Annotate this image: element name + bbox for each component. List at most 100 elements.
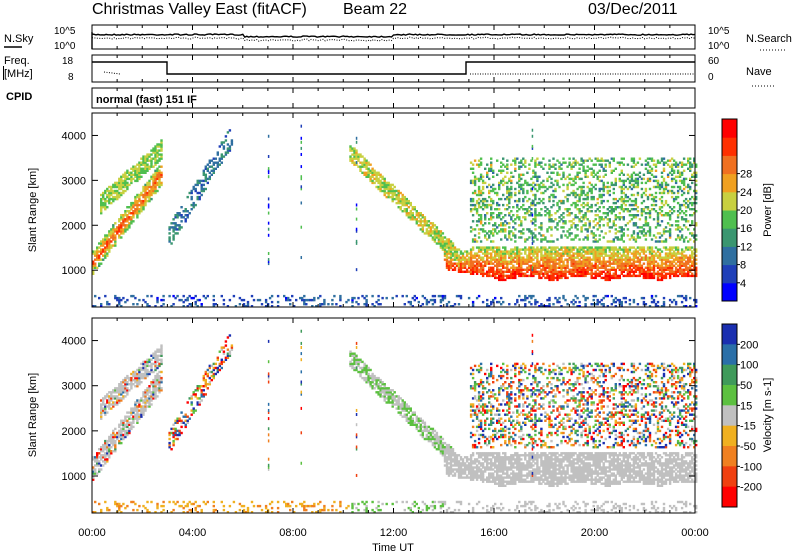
power-cell — [387, 193, 390, 197]
power-cell — [377, 173, 380, 176]
power-cell — [267, 233, 270, 237]
power-cell — [102, 242, 105, 245]
power-cell — [608, 278, 611, 282]
power-cell — [481, 248, 485, 251]
power-cell — [130, 206, 133, 209]
power-cell — [642, 228, 646, 231]
power-cell — [473, 206, 477, 209]
power-cell — [682, 254, 686, 257]
power-cell — [128, 183, 131, 187]
power-cell — [270, 294, 274, 298]
power-cell — [530, 294, 533, 298]
power-cell — [490, 167, 493, 170]
power-cell — [693, 175, 696, 178]
power-cell — [508, 236, 511, 239]
power-cell — [600, 193, 603, 197]
power-cell — [508, 256, 511, 259]
power-cell — [598, 210, 601, 213]
power-cell — [622, 262, 625, 265]
power-cell — [469, 226, 473, 229]
power-cell — [174, 216, 177, 219]
power-cell — [646, 276, 650, 280]
power-cell — [672, 210, 676, 213]
power-cell — [660, 268, 664, 271]
power-cell — [689, 197, 692, 201]
power-cell — [590, 248, 593, 251]
power-cell — [154, 187, 157, 191]
power-cell — [548, 298, 551, 302]
power-cell — [604, 264, 607, 267]
velocity-cell — [140, 368, 143, 372]
power-cell — [648, 274, 652, 278]
power-cell — [582, 254, 585, 257]
power-cell — [522, 173, 525, 176]
power-cell — [654, 260, 658, 263]
power-cell — [423, 222, 427, 225]
power-cell — [104, 199, 107, 203]
power-cell — [628, 181, 632, 185]
power-cell — [672, 206, 676, 209]
velocity-cell — [108, 401, 111, 404]
power-cell — [477, 250, 481, 253]
power-cell — [606, 181, 609, 185]
power-cell — [670, 163, 674, 166]
power-cell — [142, 155, 145, 158]
power-cell — [498, 264, 501, 267]
power-cell — [548, 226, 551, 229]
power-cell — [379, 173, 382, 176]
power-cell — [142, 171, 145, 174]
power-cell — [98, 254, 101, 257]
power-cell — [554, 195, 557, 199]
power-cell — [674, 181, 678, 185]
power-cell — [506, 185, 509, 189]
power-cell — [672, 163, 676, 166]
power-cell — [136, 206, 139, 209]
velocity-cell — [122, 385, 125, 388]
power-cell — [610, 208, 613, 211]
power-cell — [604, 185, 607, 189]
power-cell — [628, 272, 632, 275]
power-cell — [584, 262, 587, 265]
power-cell — [200, 183, 203, 187]
power-cell — [582, 216, 585, 219]
velocity-cell — [132, 383, 135, 386]
power-cell — [104, 246, 107, 249]
power-cell — [540, 238, 543, 241]
power-cell — [114, 222, 117, 225]
power-cell — [620, 256, 623, 259]
power-cell — [616, 161, 619, 164]
power-cell — [550, 220, 553, 223]
power-cell — [695, 222, 698, 225]
power-cell — [684, 201, 688, 205]
power-cell — [534, 161, 537, 164]
power-cell — [204, 177, 207, 181]
power-cell — [156, 171, 159, 174]
power-cell — [490, 157, 493, 160]
power-cell — [598, 266, 601, 269]
power-cell — [682, 258, 686, 261]
power-cell — [100, 197, 103, 201]
power-cell — [678, 206, 682, 209]
power-cell — [158, 185, 161, 189]
power-cell — [526, 270, 529, 273]
power-cell — [140, 157, 143, 160]
power-cell — [628, 248, 632, 251]
velocity-cell — [102, 411, 105, 414]
power-cell — [540, 199, 543, 203]
velocity-cell — [122, 378, 125, 382]
power-cell — [375, 300, 378, 304]
power-cell — [550, 181, 553, 185]
power-cell — [662, 232, 666, 235]
power-cell — [451, 268, 455, 271]
power-cell — [656, 181, 660, 185]
power-cell — [632, 256, 636, 259]
power-cell — [419, 218, 422, 221]
power-cell — [134, 197, 137, 201]
power-cell — [588, 248, 591, 251]
power-cell — [496, 208, 499, 211]
power-cell — [156, 145, 159, 148]
power-cell — [548, 199, 551, 203]
power-cell — [612, 222, 615, 225]
power-cell — [92, 266, 95, 269]
power-cell — [658, 258, 662, 261]
